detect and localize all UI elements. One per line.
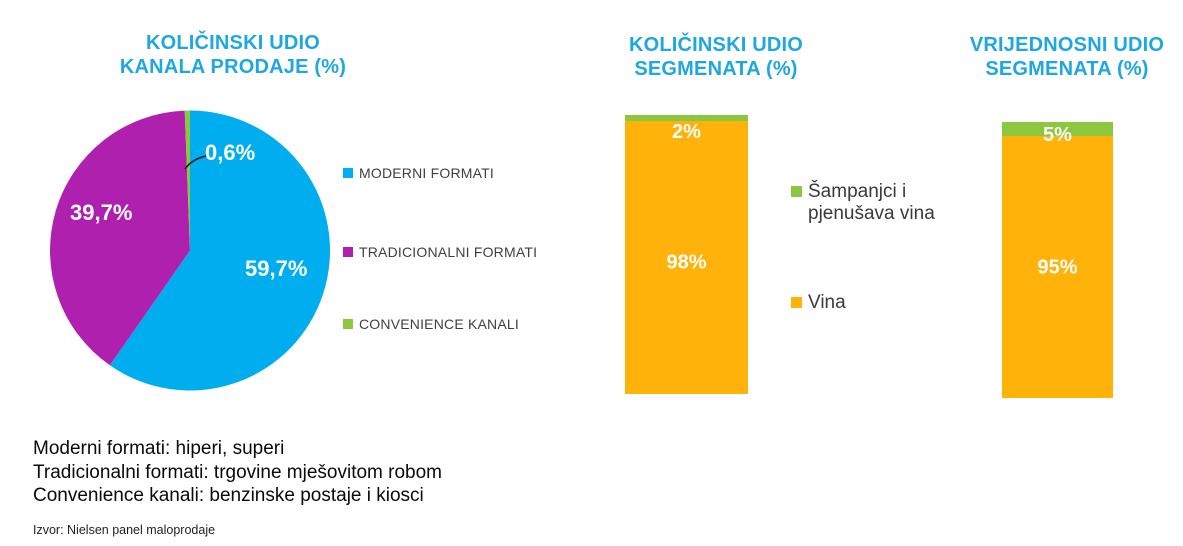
bar-legend-label: Vina xyxy=(808,292,846,313)
legend-swatch-green xyxy=(791,186,802,197)
bar1-chart-title-line2: SEGMENATA (%) xyxy=(634,58,798,80)
pie-value-label-tradicionalni-formati: 39,7% xyxy=(70,200,133,225)
pie-chart-title: KOLIČINSKI UDIO KANALA PRODAJE (%) xyxy=(98,31,368,79)
bar1-chart-title: KOLIČINSKI UDIO SEGMENATA (%) xyxy=(591,33,841,81)
pie-slice-tradicionalni-formati xyxy=(50,110,190,366)
pie-chart: 59,7% 39,7% 0,6% xyxy=(50,110,330,391)
footnote-moderni: Moderni formati: hiperi, superi xyxy=(33,438,285,459)
legend-swatch-orange xyxy=(791,297,802,308)
stacked-bar-vrijednosni-segmenti: 5% 95% xyxy=(1002,122,1113,398)
pie-legend-item-convenience-kanali: CONVENIENCE KANALI xyxy=(343,316,519,332)
pie-chart-title-line1: KOLIČINSKI UDIO xyxy=(145,32,321,54)
footnotes: Moderni formati: hiperi, superi Tradicio… xyxy=(33,437,442,508)
pie-slice-convenience-kanali xyxy=(184,110,190,251)
bar-segment-sampanjci xyxy=(1002,122,1113,136)
bar1-chart-title-line1: KOLIČINSKI UDIO xyxy=(628,34,804,56)
bar2-chart-title-line1: VRIJEDNOSNI UDIO xyxy=(969,34,1165,56)
bar2-chart-title-line2: SEGMENATA (%) xyxy=(985,58,1149,80)
bar-value-label-vina: 95% xyxy=(1037,256,1078,279)
source-note: Izvor: Nielsen panel maloprodaje xyxy=(33,523,216,537)
pie-legend-item-tradicionalni-formati: TRADICIONALNI FORMATI xyxy=(343,244,537,260)
pie-chart-title-line2: KANALA PRODAJE (%) xyxy=(119,56,347,78)
legend-swatch-green xyxy=(343,319,353,329)
bar-segment-sampanjci xyxy=(625,115,748,121)
legend-swatch-blue xyxy=(343,168,353,178)
bar-value-label-sampanjci: 5% xyxy=(1043,124,1072,146)
pie-svg xyxy=(50,110,330,391)
pie-legend-item-moderni-formati: MODERNI FORMATI xyxy=(343,165,494,181)
legend-swatch-magenta xyxy=(343,247,353,257)
pie-value-label-convenience-kanali: 0,6% xyxy=(205,140,256,165)
stacked-bar-kolicinski-segmenti: 2% 98% xyxy=(625,115,748,394)
bar-legend-item-vina: Vina xyxy=(791,292,846,314)
pie-slice-moderni-formati xyxy=(109,110,330,391)
pie-legend-label: CONVENIENCE KANALI xyxy=(359,316,519,332)
leader-line xyxy=(184,155,207,170)
pie-value-label-moderni-formati: 59,7% xyxy=(245,256,308,281)
footnote-tradicionalni: Tradicionalni formati: trgovine mješovit… xyxy=(33,461,443,483)
footnote-convenience: Convenience kanali: benzinske postaje i … xyxy=(33,485,424,506)
bar-segment-vina xyxy=(1002,135,1113,398)
pie-legend-label: MODERNI FORMATI xyxy=(359,165,494,181)
pie-legend-label: TRADICIONALNI FORMATI xyxy=(359,244,538,260)
bar-legend-label: Šampanjci i pjenušava vina xyxy=(808,181,935,224)
bar-legend-item-sampanjci: Šampanjci i pjenušava vina xyxy=(791,181,935,225)
bar2-chart-title: VRIJEDNOSNI UDIO SEGMENATA (%) xyxy=(937,33,1183,81)
bar-value-label-sampanjci: 2% xyxy=(672,121,701,143)
bar-value-label-vina: 98% xyxy=(666,251,707,274)
bar-segment-vina xyxy=(625,120,748,394)
